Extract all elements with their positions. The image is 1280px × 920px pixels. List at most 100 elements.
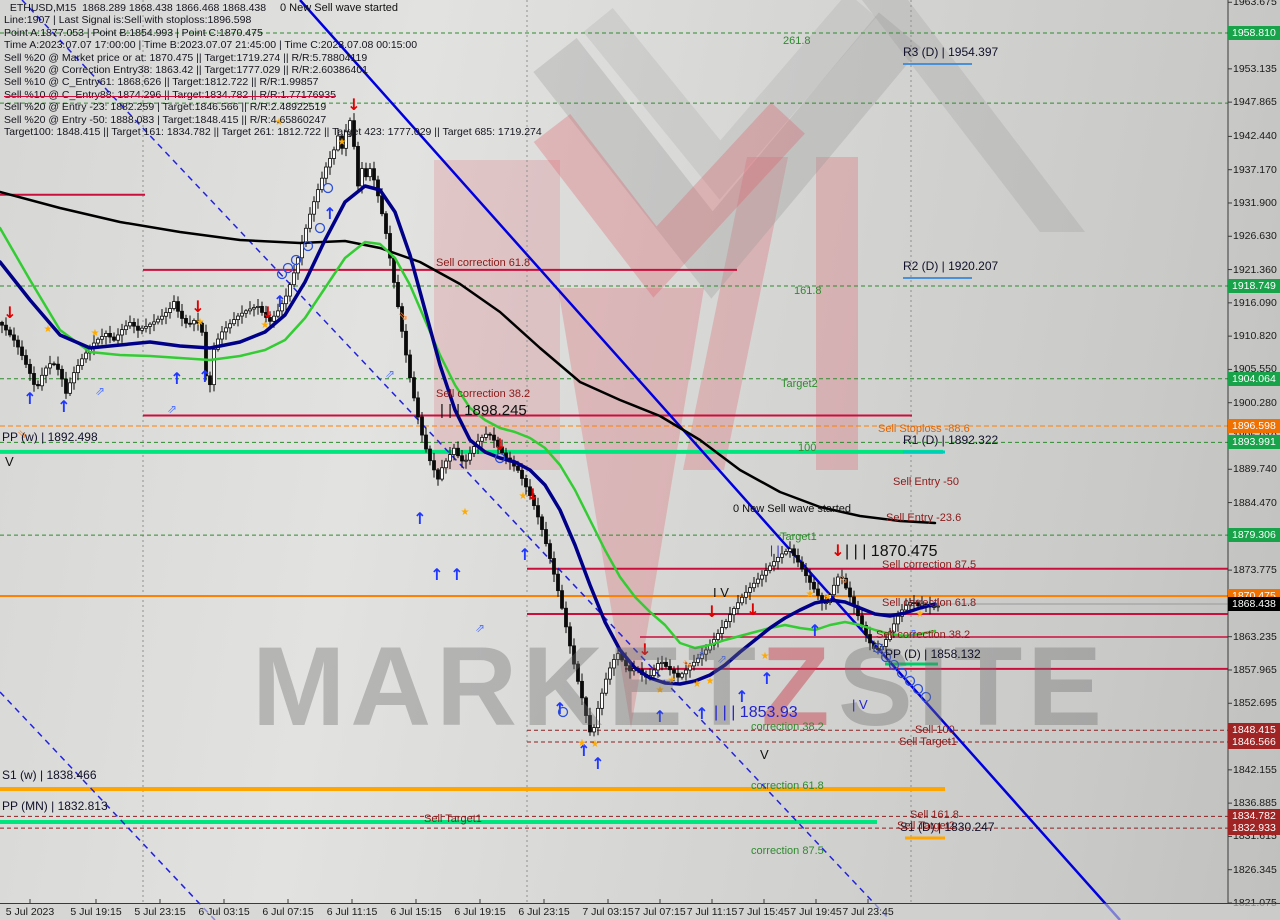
time-tick-label: 6 Jul 03:15 <box>198 906 250 918</box>
ne-arrow-icon: ⇗ <box>167 402 177 416</box>
trend-line[interactable] <box>0 691 216 920</box>
candle-body <box>668 666 672 671</box>
buy-arrow-icon: ↑ <box>273 292 286 311</box>
candle-body <box>312 201 316 215</box>
candle-body <box>692 661 696 667</box>
candle-body <box>584 697 588 716</box>
candle-body <box>416 397 420 418</box>
candle-body <box>936 605 940 608</box>
candle-body <box>612 659 616 669</box>
candle-body <box>56 363 60 370</box>
candle-body <box>124 325 128 331</box>
ma-navy-fast[interactable] <box>0 184 937 686</box>
candle-body <box>364 168 368 178</box>
entry-circle-icon <box>896 667 908 679</box>
ma-black-slow[interactable] <box>0 190 937 525</box>
candle-body <box>396 282 400 308</box>
entry-circle-icon <box>494 452 506 464</box>
price-tick-label: 1916.090 <box>1233 296 1277 309</box>
candle-body <box>284 295 288 305</box>
time-axis[interactable]: 5 Jul 2023 5 Jul 19:15 5 Jul 23:15 6 Jul 03… <box>0 903 1280 920</box>
candle-body <box>244 310 248 314</box>
current-price-tag: 1868.438 <box>1228 597 1280 611</box>
candle-body <box>592 727 596 733</box>
price-tick-label: 1937.170 <box>1233 163 1277 176</box>
candle-body <box>180 310 184 319</box>
candle-body <box>352 120 356 147</box>
entry-circle-icon <box>920 691 932 703</box>
candle-body <box>336 135 340 151</box>
candle-body <box>908 602 912 606</box>
candle-body <box>12 334 16 341</box>
price-level-tag: 1893.991 <box>1228 435 1280 450</box>
buy-arrow-icon: ↑ <box>57 397 70 416</box>
candle-body <box>548 543 552 559</box>
ma-green-medium[interactable] <box>0 226 937 650</box>
sell-arrow-icon: ↓ <box>746 600 759 619</box>
fib-star-icon: ★ <box>916 609 925 620</box>
candle-body <box>436 469 440 480</box>
fib-star-icon: ★ <box>261 320 270 331</box>
candle-body <box>652 669 656 676</box>
se-arrow-icon: ⇘ <box>17 427 27 441</box>
fib-star-icon: ★ <box>761 651 770 662</box>
candle-body <box>596 707 600 728</box>
sell-arrow-icon: ↓ <box>638 640 651 659</box>
sell-arrow-icon: ↓ <box>705 602 718 621</box>
candle-body <box>664 661 668 667</box>
candle-body <box>428 448 432 462</box>
buy-arrow-icon: ↑ <box>695 704 708 723</box>
candle-body <box>368 168 372 178</box>
sell-arrow-icon: ↓ <box>493 435 506 454</box>
candle-body <box>216 338 220 350</box>
candle-body <box>792 548 796 556</box>
candle-body <box>532 495 536 507</box>
fib-star-icon: ★ <box>578 738 587 749</box>
price-tick-label: 1884.470 <box>1233 496 1277 509</box>
candle-body <box>784 550 788 555</box>
fib-star-icon: ★ <box>519 491 528 502</box>
buy-arrow-icon: ↑ <box>591 754 604 773</box>
candle-body <box>672 669 676 674</box>
candle-body <box>804 568 808 577</box>
ne-arrow-icon: ⇗ <box>717 652 727 666</box>
candle-body <box>280 303 284 312</box>
candle-body <box>604 678 608 694</box>
candle-body <box>480 437 484 442</box>
buy-arrow-icon: ↑ <box>450 565 463 584</box>
price-level-tag: 1846.566 <box>1228 734 1280 749</box>
candle-body <box>132 322 136 327</box>
price-tick-label: 1910.820 <box>1233 330 1277 343</box>
candle-body <box>876 648 880 651</box>
candle-body <box>528 486 532 496</box>
candle-body <box>424 434 428 450</box>
time-tick-label: 7 Jul 19:45 <box>790 906 842 918</box>
candle-body <box>316 189 320 203</box>
candle-body <box>164 312 168 317</box>
candle-body <box>736 602 740 609</box>
candle-body <box>932 606 936 608</box>
candle-body <box>412 377 416 399</box>
candle-body <box>844 577 848 589</box>
trend-line[interactable] <box>299 0 1121 920</box>
candle-body <box>32 373 36 385</box>
ne-arrow-icon: ⇗ <box>907 626 917 640</box>
time-tick-label: 5 Jul 2023 <box>5 906 55 918</box>
candle-body <box>904 604 908 611</box>
candle-body <box>484 433 488 438</box>
candle-body <box>36 384 40 387</box>
candle-body <box>724 621 728 628</box>
candle-body <box>840 576 844 579</box>
price-tick-label: 1900.280 <box>1233 396 1277 409</box>
candle-body <box>624 659 628 667</box>
candle-body <box>256 306 260 308</box>
candle-body <box>264 312 268 318</box>
candle-body <box>544 529 548 545</box>
candle-body <box>384 213 388 234</box>
trend-line[interactable] <box>21 0 891 920</box>
candle-body <box>560 590 564 609</box>
candle-body <box>196 320 200 324</box>
time-tick-label: 6 Jul 07:15 <box>262 906 314 918</box>
